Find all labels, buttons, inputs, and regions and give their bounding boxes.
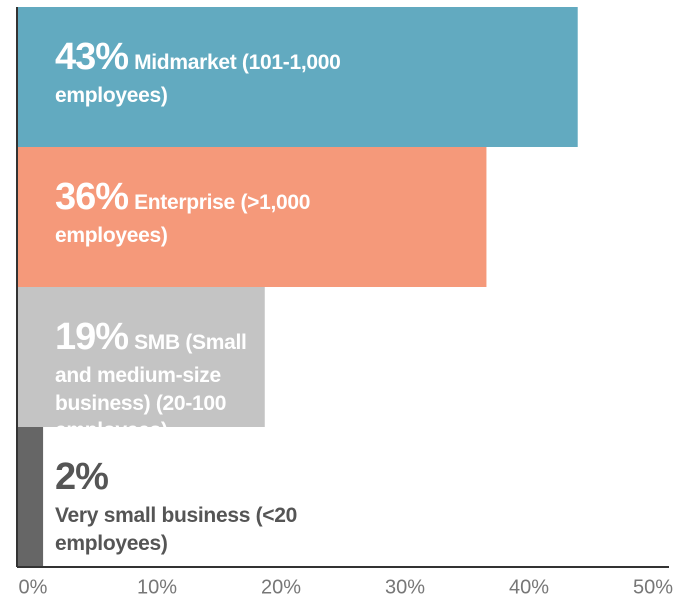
category-label: SMB (Small and medium-size business) (20… <box>55 331 247 427</box>
x-tick-label: 30% <box>385 576 425 598</box>
x-tick-label: 10% <box>137 576 177 598</box>
x-tick-label: 0% <box>19 576 48 598</box>
value-label: 2% <box>55 456 109 498</box>
x-tick-label: 50% <box>633 576 673 598</box>
category-label: Midmarket (101-1,000 employees) <box>55 51 341 108</box>
bar <box>17 7 578 147</box>
bar-label: 19% SMB (Small and medium-size business) … <box>55 313 253 427</box>
bar <box>17 147 487 287</box>
value-label: 36% <box>55 176 129 218</box>
value-label: 19% <box>55 316 129 358</box>
bar-label-box: 2% Very small business (<20 employees) <box>55 453 355 557</box>
bar <box>17 427 44 567</box>
category-label: Very small business (<20 employees) <box>55 504 298 555</box>
bar <box>17 287 265 427</box>
bar-label-box: 43% Midmarket (101-1,000 employees) <box>55 33 345 110</box>
x-tick-label: 40% <box>509 576 549 598</box>
bar-label: 2% Very small business (<20 employees) <box>55 453 355 557</box>
bar-label-box: 36% Enterprise (>1,000 employees) <box>55 173 345 250</box>
bar-label: 43% Midmarket (101-1,000 employees) <box>55 33 345 110</box>
bar-label-box: 19% SMB (Small and medium-size business) … <box>55 313 253 427</box>
x-tick-label: 20% <box>261 576 301 598</box>
bar-label: 36% Enterprise (>1,000 employees) <box>55 173 345 250</box>
category-label: Enterprise (>1,000 employees) <box>55 191 311 248</box>
value-label: 43% <box>55 36 129 78</box>
